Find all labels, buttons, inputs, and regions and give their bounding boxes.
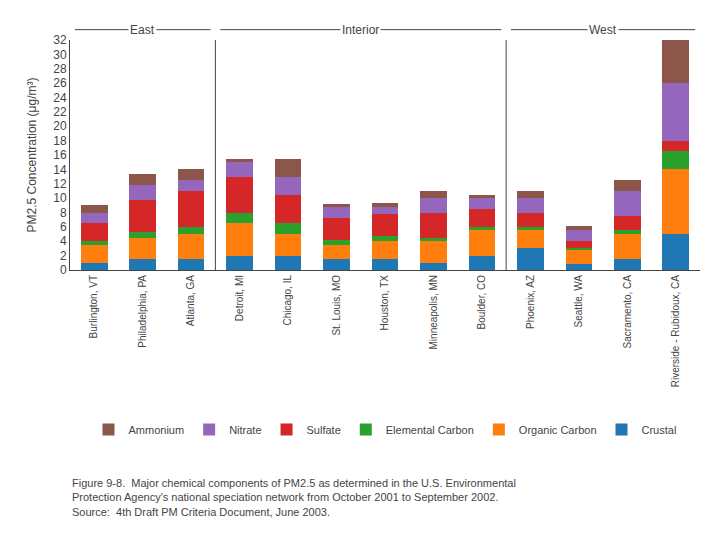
svg-text:Detroit, MI: Detroit, MI — [234, 275, 245, 321]
svg-text:Seattle, WA: Seattle, WA — [573, 275, 584, 328]
svg-text:2: 2 — [60, 249, 67, 263]
svg-text:4: 4 — [60, 234, 67, 248]
svg-text:Phoenix, AZ: Phoenix, AZ — [525, 275, 536, 329]
svg-text:Burlington, VT: Burlington, VT — [88, 275, 99, 338]
svg-text:18: 18 — [53, 134, 67, 148]
svg-text:30: 30 — [53, 48, 67, 62]
svg-text:8: 8 — [60, 206, 67, 220]
svg-text:6: 6 — [60, 220, 67, 234]
svg-text:0: 0 — [60, 263, 67, 277]
svg-text:10: 10 — [53, 191, 67, 205]
svg-text:16: 16 — [53, 148, 67, 162]
svg-text:12: 12 — [53, 177, 67, 191]
svg-text:St. Louis, MO: St. Louis, MO — [331, 275, 342, 336]
svg-text:Houston, TX: Houston, TX — [379, 275, 390, 331]
svg-text:Boulder, CO: Boulder, CO — [476, 275, 487, 330]
svg-text:East: East — [130, 23, 155, 37]
svg-text:20: 20 — [53, 119, 67, 133]
svg-text:28: 28 — [53, 62, 67, 76]
svg-text:Sacramento, CA: Sacramento, CA — [622, 275, 633, 349]
svg-text:Organic Carbon: Organic Carbon — [519, 424, 597, 436]
svg-text:Figure 9-8. Major chemical co: Figure 9-8. Major chemical components of… — [72, 477, 516, 518]
svg-text:Interior: Interior — [342, 23, 379, 37]
svg-text:Minneapolis, MN: Minneapolis, MN — [428, 275, 439, 349]
svg-text:Philadelphia, PA: Philadelphia, PA — [137, 275, 148, 348]
svg-text:14: 14 — [53, 163, 67, 177]
svg-text:Crustal: Crustal — [642, 424, 677, 436]
svg-text:26: 26 — [53, 76, 67, 90]
svg-text:Elemental Carbon: Elemental Carbon — [386, 424, 474, 436]
svg-text:PM2.5 Concentration (μg/m³): PM2.5 Concentration (μg/m³) — [25, 78, 39, 233]
svg-text:Chicago, IL: Chicago, IL — [282, 275, 293, 326]
svg-text:Ammonium: Ammonium — [129, 424, 185, 436]
svg-text:West: West — [589, 23, 617, 37]
svg-text:Atlanta, GA: Atlanta, GA — [185, 275, 196, 326]
svg-text:Nitrate: Nitrate — [229, 424, 261, 436]
svg-text:32: 32 — [53, 33, 67, 47]
svg-text:Sulfate: Sulfate — [307, 424, 341, 436]
svg-text:Riverside - Rubidoux, CA: Riverside - Rubidoux, CA — [670, 275, 681, 388]
svg-text:22: 22 — [53, 105, 67, 119]
svg-text:24: 24 — [53, 91, 67, 105]
